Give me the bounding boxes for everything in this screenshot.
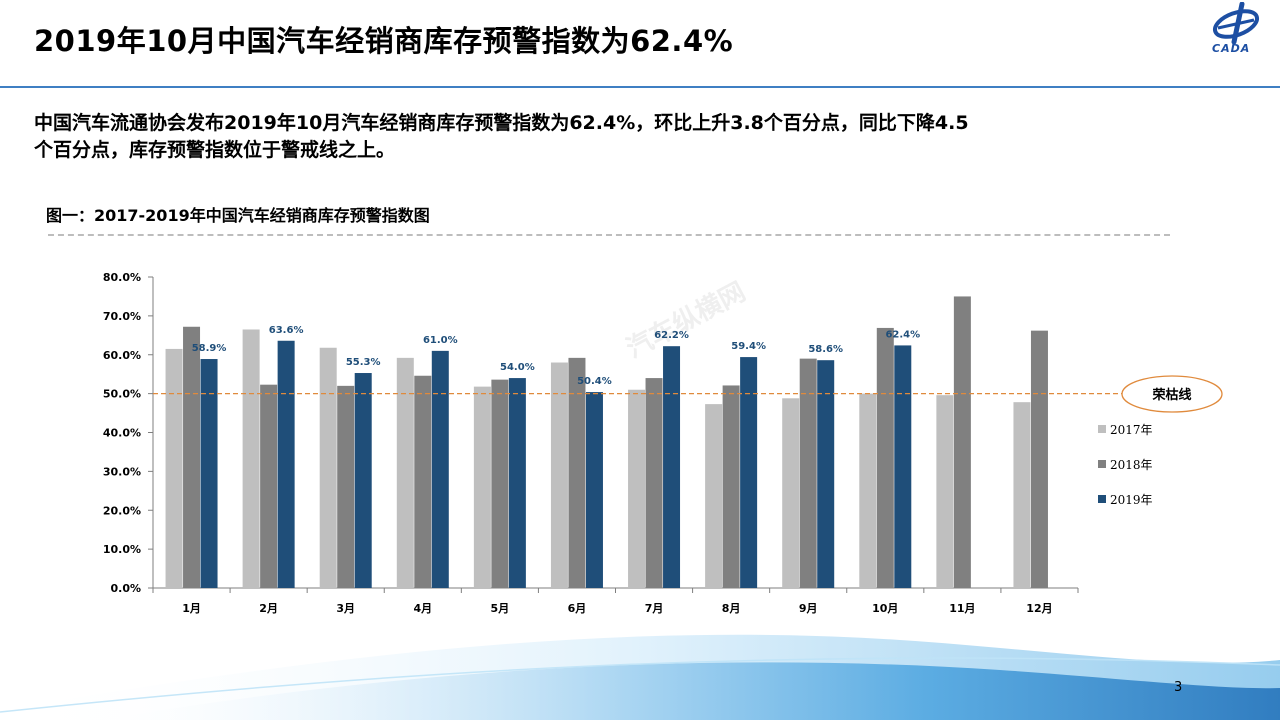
legend-swatch-2018年 bbox=[1098, 460, 1106, 468]
bar-2017年-7月 bbox=[628, 389, 646, 588]
intro-paragraph: 中国汽车流通协会发布2019年10月汽车经销商库存预警指数为62.4%，环比上升… bbox=[34, 110, 1234, 164]
x-tick-label: 4月 bbox=[413, 602, 432, 615]
bar-2019年-9月 bbox=[817, 360, 835, 588]
intro-line-2: 个百分点，库存预警指数位于警戒线之上。 bbox=[34, 139, 396, 161]
data-label-2019: 50.4% bbox=[577, 376, 612, 387]
bar-2017年-2月 bbox=[242, 329, 260, 588]
y-tick-label: 10.0% bbox=[103, 543, 141, 556]
y-tick-label: 20.0% bbox=[103, 504, 141, 517]
bar-2017年-8月 bbox=[705, 404, 723, 588]
bar-2019年-1月 bbox=[200, 359, 218, 588]
y-tick-label: 40.0% bbox=[103, 427, 141, 440]
page-number: 3 bbox=[1174, 680, 1183, 695]
bar-2019年-6月 bbox=[585, 392, 603, 588]
bar-2019年-2月 bbox=[277, 340, 295, 588]
y-tick-label: 70.0% bbox=[103, 310, 141, 323]
legend-label-2017年: 2017年 bbox=[1110, 423, 1153, 437]
threshold-label: 荣枯线 bbox=[1151, 387, 1191, 403]
bar-2019年-3月 bbox=[354, 373, 372, 588]
bar-2017年-6月 bbox=[550, 362, 568, 588]
y-tick-label: 80.0% bbox=[103, 271, 141, 284]
inventory-index-chart: 0.0% 10.0% 20.0% 30.0% 40.0% 50.0% 60.0% 70.0% 8… bbox=[103, 271, 1223, 615]
x-tick-label: 2月 bbox=[259, 602, 278, 615]
bar-2018年-2月 bbox=[260, 384, 278, 588]
threshold-callout bbox=[1121, 375, 1223, 413]
bar-2018年-1月 bbox=[183, 326, 201, 588]
bar-2018年-8月 bbox=[722, 385, 740, 588]
footer-wave-decoration bbox=[0, 627, 1280, 720]
bar-2018年-5月 bbox=[491, 379, 509, 588]
y-tick-label: 50.0% bbox=[103, 388, 141, 401]
bar-2018年-9月 bbox=[799, 358, 817, 588]
x-tick-label: 3月 bbox=[336, 602, 355, 615]
bar-2019年-5月 bbox=[508, 378, 526, 588]
data-label-2019: 58.9% bbox=[192, 343, 227, 354]
title-divider bbox=[0, 86, 1280, 88]
dashed-divider bbox=[48, 234, 1170, 236]
bar-2017年-11月 bbox=[936, 395, 954, 588]
x-tick-label: 8月 bbox=[722, 602, 741, 615]
bar-2017年-5月 bbox=[473, 386, 491, 588]
x-tick-label: 10月 bbox=[872, 602, 898, 615]
data-label-2019: 62.4% bbox=[885, 329, 920, 340]
legend-swatch-2019年 bbox=[1098, 495, 1106, 503]
legend-label-2018年: 2018年 bbox=[1110, 458, 1153, 472]
bar-2017年-12月 bbox=[1013, 402, 1031, 588]
figure-title: 图一：2017-2019年中国汽车经销商库存预警指数图 bbox=[46, 206, 430, 225]
bar-2019年-8月 bbox=[740, 357, 758, 588]
bar-2019年-7月 bbox=[663, 346, 681, 588]
logo-text: CADA bbox=[1212, 42, 1251, 55]
cada-logo-icon bbox=[1212, 2, 1260, 45]
bar-2018年-4月 bbox=[414, 375, 432, 588]
bar-2018年-11月 bbox=[953, 296, 971, 588]
x-tick-label: 5月 bbox=[491, 602, 510, 615]
bar-2018年-12月 bbox=[1030, 330, 1048, 588]
data-label-2019: 63.6% bbox=[269, 325, 304, 336]
legend-label-2019年: 2019年 bbox=[1110, 493, 1153, 507]
bar-2018年-3月 bbox=[337, 385, 355, 588]
data-label-2019: 55.3% bbox=[346, 357, 381, 368]
x-tick-label: 6月 bbox=[568, 602, 587, 615]
page-title: 2019年10月中国汽车经销商库存预警指数为62.4% bbox=[34, 24, 734, 58]
data-label-2019: 62.2% bbox=[654, 330, 689, 341]
y-tick-label: 30.0% bbox=[103, 465, 141, 478]
data-label-2019: 59.4% bbox=[731, 341, 766, 352]
bar-2019年-4月 bbox=[431, 350, 449, 588]
bar-2018年-6月 bbox=[568, 357, 586, 588]
intro-line-1: 中国汽车流通协会发布2019年10月汽车经销商库存预警指数为62.4%，环比上升… bbox=[34, 112, 969, 134]
y-tick-label: 0.0% bbox=[110, 582, 141, 595]
bar-2017年-9月 bbox=[782, 398, 800, 588]
x-tick-label: 7月 bbox=[645, 602, 664, 615]
y-tick-label: 60.0% bbox=[103, 349, 141, 362]
x-tick-label: 9月 bbox=[799, 602, 818, 615]
bar-2017年-1月 bbox=[165, 348, 183, 588]
bar-2018年-10月 bbox=[876, 327, 894, 588]
bar-2017年-4月 bbox=[396, 357, 414, 588]
bar-2018年-7月 bbox=[645, 378, 663, 588]
x-tick-label: 12月 bbox=[1026, 602, 1052, 615]
data-label-2019: 54.0% bbox=[500, 362, 535, 373]
legend-swatch-2017年 bbox=[1098, 425, 1106, 433]
bar-2017年-10月 bbox=[859, 393, 877, 588]
data-label-2019: 61.0% bbox=[423, 335, 458, 346]
bar-2019年-10月 bbox=[894, 345, 912, 588]
bar-2017年-3月 bbox=[319, 347, 337, 588]
x-tick-label: 11月 bbox=[949, 602, 975, 615]
x-tick-label: 1月 bbox=[182, 602, 201, 615]
data-label-2019: 58.6% bbox=[808, 344, 843, 355]
